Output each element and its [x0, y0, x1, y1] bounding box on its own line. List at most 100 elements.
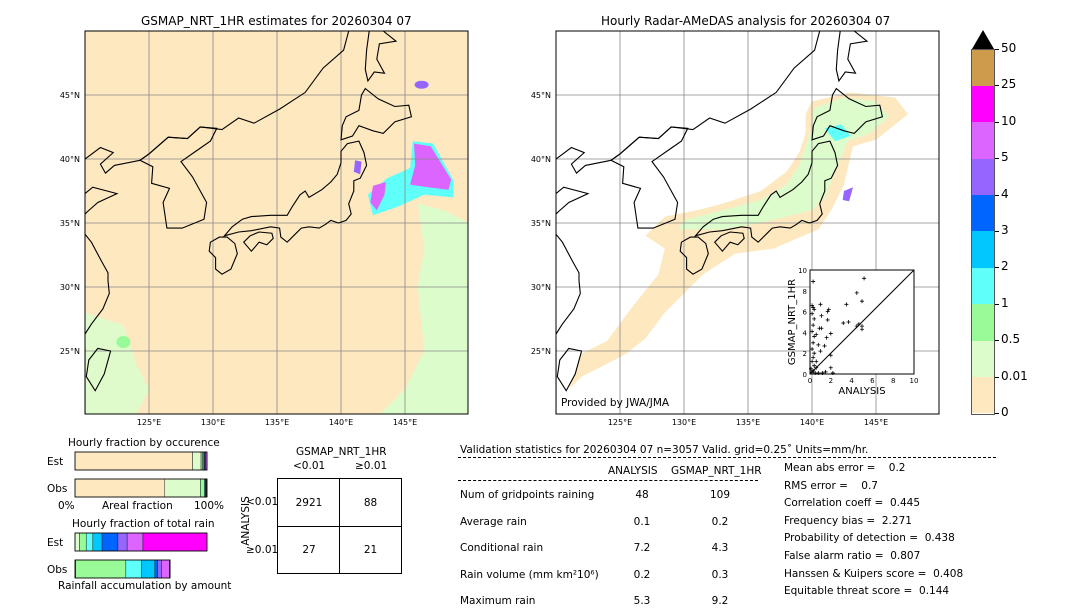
col-label-ge: ≥0.01	[355, 460, 388, 472]
col-label-lt: <0.01	[293, 460, 326, 472]
map-frame	[84, 30, 469, 415]
scatter-point	[811, 355, 816, 360]
scatter-point	[811, 323, 816, 328]
lon-label: 140°E	[329, 418, 353, 427]
map-frame	[555, 30, 940, 415]
rain-area-purple	[353, 160, 362, 175]
fraction-segment	[161, 559, 170, 579]
bar-frame	[74, 532, 208, 552]
coastline-china	[556, 186, 590, 414]
lat-label: 45°N	[60, 91, 80, 100]
scatter-point	[812, 307, 817, 312]
colorbar-label: 0.01	[1001, 368, 1028, 383]
scatter-point	[810, 329, 815, 334]
col-gsmap: GSMAP_NRT_1HR	[671, 465, 762, 477]
coastline-kyushu	[208, 236, 238, 275]
x-tick-label: 4	[849, 377, 854, 385]
scatter-point	[814, 359, 819, 364]
colorbar-label: 1	[1001, 295, 1009, 310]
scatter-point	[846, 320, 851, 324]
scatter-inset: 00 2 2 4 4 6 6 8 8 10 10 ANALYSIS GSMAP_NRT_1HR	[787, 267, 918, 397]
scatter-point	[828, 353, 833, 358]
occ-est-label: Est	[47, 456, 64, 468]
coastline-mainland	[556, 31, 821, 174]
fraction-segment	[200, 478, 205, 498]
scatter-point	[819, 313, 824, 318]
fraction-segment	[157, 559, 162, 579]
y-tick-label: 8	[803, 288, 807, 296]
scatter-point	[856, 322, 861, 327]
scatter-point	[854, 324, 859, 329]
scatter-point	[828, 365, 833, 370]
stat-gsmap-value: 0.2	[711, 515, 729, 528]
scatter-point	[816, 370, 821, 375]
lon-label: 130°E	[672, 418, 696, 427]
y-tick-label: 4	[803, 329, 808, 337]
lon-label: 125°E	[608, 418, 632, 427]
lat-label: 30°N	[60, 283, 80, 292]
lat-label: 40°N	[531, 155, 551, 164]
total-rain-title: Hourly fraction of total rain	[72, 518, 215, 530]
lon-label: 130°E	[201, 418, 225, 427]
stats-header: Validation statistics for 20260304 07 n=…	[460, 444, 869, 456]
lat-label: 30°N	[531, 283, 551, 292]
scatter-point	[830, 370, 835, 375]
fraction-segment	[74, 532, 80, 552]
stat-gsmap-value: 0.3	[711, 568, 729, 581]
occ-x0: 0%	[58, 500, 75, 512]
cell-miss: 27	[302, 544, 316, 556]
x-tick-label: 8	[891, 377, 895, 385]
scatter-point	[814, 332, 819, 337]
colorbar-segment	[972, 303, 994, 341]
lon-label: 145°E	[864, 418, 888, 427]
cell-hits-none: 2921	[295, 497, 323, 509]
scatter-point	[810, 347, 815, 352]
contingency-title: GSMAP_NRT_1HR	[296, 446, 387, 458]
score-item: Hanssen & Kuipers score = 0.408	[784, 567, 964, 580]
colorbar-label: 25	[1001, 77, 1017, 92]
fraction-segment	[75, 559, 127, 579]
coastline-hokkaido	[340, 87, 413, 141]
colorbar-label: 5	[1001, 150, 1009, 165]
scatter-point	[825, 317, 830, 322]
fraction-segment	[101, 532, 119, 552]
fraction-segment	[85, 532, 94, 552]
occ-x100: 100%	[194, 500, 225, 512]
right-map-title: Hourly Radar-AMeDAS analysis for 2026030…	[601, 14, 891, 28]
lon-label: 135°E	[265, 418, 289, 427]
stat-gsmap-value: 109	[709, 489, 731, 501]
stat-analysis-value: 48	[635, 489, 649, 501]
cell-hit: 21	[363, 544, 378, 556]
contingency-table: 2921 88 27 21	[277, 478, 402, 574]
coastline-honshu	[222, 140, 368, 243]
rain-area-light	[85, 312, 149, 414]
coastline-honshu	[693, 140, 839, 243]
data-credit: Provided by JWA/JMA	[561, 397, 670, 409]
colorbar-segment	[972, 121, 994, 159]
colorbar-label: 50	[1001, 41, 1017, 55]
tot-obs-label: Obs	[47, 564, 68, 576]
colorbar-segment	[972, 376, 994, 414]
coastline-china	[85, 186, 119, 414]
scatter-point	[810, 359, 815, 364]
score-item: Correlation coeff = 0.445	[784, 497, 920, 510]
fraction-segment	[79, 532, 87, 552]
rain-area-green	[116, 336, 131, 349]
colorbar-segment	[972, 85, 994, 123]
scatter-point	[844, 302, 849, 307]
score-item: Probability of detection = 0.438	[784, 532, 955, 545]
coastline-shikoku	[242, 231, 274, 253]
occ-xlabel: Areal fraction	[102, 500, 173, 512]
lat-label: 25°N	[531, 347, 551, 356]
coastline-taiwan	[556, 347, 583, 392]
x-tick-label: 10	[910, 377, 919, 385]
coastline-kyushu	[679, 236, 709, 275]
colorbar-segment	[972, 158, 994, 196]
scatter-point	[854, 290, 859, 295]
lon-label: 140°E	[800, 418, 824, 427]
occurrence-title: Hourly fraction by occurence	[68, 437, 220, 449]
y-tick-label: 6	[803, 309, 808, 317]
x-tick-label: 2	[829, 377, 833, 385]
lmap: 125°E 130°E 135°E 140°E 145°E 45°N 40°N 35°N 30°…	[60, 30, 469, 427]
fraction-segment	[142, 532, 208, 552]
